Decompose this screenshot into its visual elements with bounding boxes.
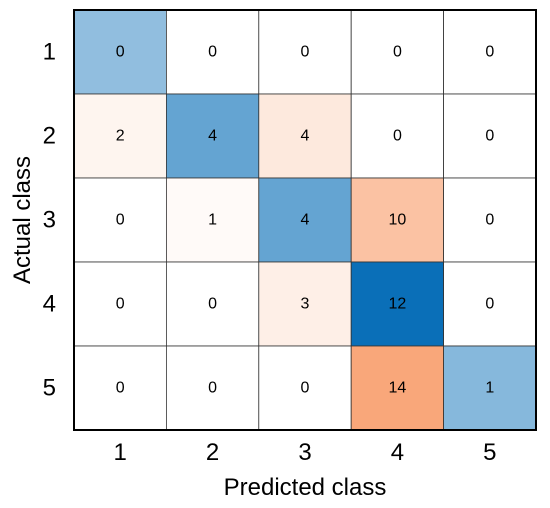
heatmap-cell-r1-c1 — [73, 9, 167, 95]
cell-value-r5-c5: 1 — [485, 380, 494, 397]
cell-value-r5-c4: 14 — [389, 380, 407, 397]
x-tick-label: 5 — [483, 439, 496, 466]
cell-value-r1-c4: 0 — [393, 44, 402, 61]
heatmap-cell-r1-c4 — [350, 9, 445, 95]
x-tick-label: 3 — [298, 439, 311, 466]
cell-value-r2-c3: 4 — [301, 128, 310, 145]
heatmap-cell-r1-c2 — [165, 9, 260, 95]
heatmap-cells — [73, 9, 537, 431]
cell-value-r5-c2: 0 — [208, 380, 217, 397]
heatmap-cell-r5-c2 — [165, 345, 260, 431]
y-tick-label: 3 — [43, 207, 56, 234]
heatmap-cell-r1-c5 — [443, 9, 537, 95]
cell-value-r4-c3: 3 — [301, 296, 310, 313]
y-tick-label: 5 — [43, 375, 56, 402]
cell-value-r1-c1: 0 — [116, 44, 125, 61]
cell-value-r3-c3: 4 — [301, 212, 310, 229]
cell-value-r3-c4: 10 — [389, 212, 407, 229]
cell-value-r4-c1: 0 — [116, 296, 125, 313]
heatmap-cell-r3-c2 — [165, 177, 260, 263]
heatmap-cell-r3-c3 — [258, 177, 352, 263]
x-tick-label: 2 — [206, 439, 219, 466]
heatmap-cell-r3-c5 — [443, 177, 537, 263]
cell-value-r4-c2: 0 — [208, 296, 217, 313]
y-tick-label: 1 — [43, 39, 56, 66]
cell-value-r5-c3: 0 — [301, 380, 310, 397]
heatmap-cell-r5-c5 — [443, 345, 537, 431]
cell-value-r1-c2: 0 — [208, 44, 217, 61]
heatmap-cell-labels: 0 0 0 0 02 4 4 0 00 1 4 10 00 0 3 12 00 0 0 14 1 — [116, 44, 495, 397]
x-tick-label: 4 — [391, 439, 404, 466]
heatmap-cell-r4-c2 — [165, 261, 260, 347]
plot-frame — [73, 9, 537, 431]
y-axis-title: Actual class — [9, 156, 36, 284]
cell-value-r3-c2: 1 — [208, 212, 217, 229]
heatmap-cell-r3-c4 — [350, 177, 445, 263]
y-tick-label: 2 — [43, 123, 56, 150]
y-tick-label: 4 — [43, 291, 56, 318]
heatmap-cell-r2-c5 — [443, 93, 537, 179]
heatmap-cell-r2-c1 — [73, 93, 167, 179]
cell-value-r1-c3: 0 — [301, 44, 310, 61]
heatmap-cell-r5-c3 — [258, 345, 352, 431]
heatmap-cell-r4-c5 — [443, 261, 537, 347]
x-tick-label: 1 — [114, 439, 127, 466]
heatmap-cell-r2-c3 — [258, 93, 352, 179]
cell-value-r5-c1: 0 — [116, 380, 125, 397]
cell-value-r2-c2: 4 — [208, 128, 217, 145]
cell-value-r2-c5: 0 — [485, 128, 494, 145]
cell-value-r3-c1: 0 — [116, 212, 125, 229]
cell-value-r2-c1: 2 — [116, 128, 125, 145]
heatmap-cell-r4-c4 — [350, 261, 445, 347]
x-axis-title: Predicted class — [224, 474, 387, 501]
cell-value-r3-c5: 0 — [485, 212, 494, 229]
x-axis-tick-labels: 1 2 3 4 5 — [114, 439, 497, 466]
cell-value-r4-c5: 0 — [485, 296, 494, 313]
heatmap-cell-r4-c3 — [258, 261, 352, 347]
cell-value-r1-c5: 0 — [485, 44, 494, 61]
cell-value-r2-c4: 0 — [393, 128, 402, 145]
cell-value-r4-c4: 12 — [389, 296, 407, 313]
y-axis-tick-labels: 1 2 3 4 5 — [43, 39, 56, 402]
heatmap-cell-r5-c1 — [73, 345, 167, 431]
